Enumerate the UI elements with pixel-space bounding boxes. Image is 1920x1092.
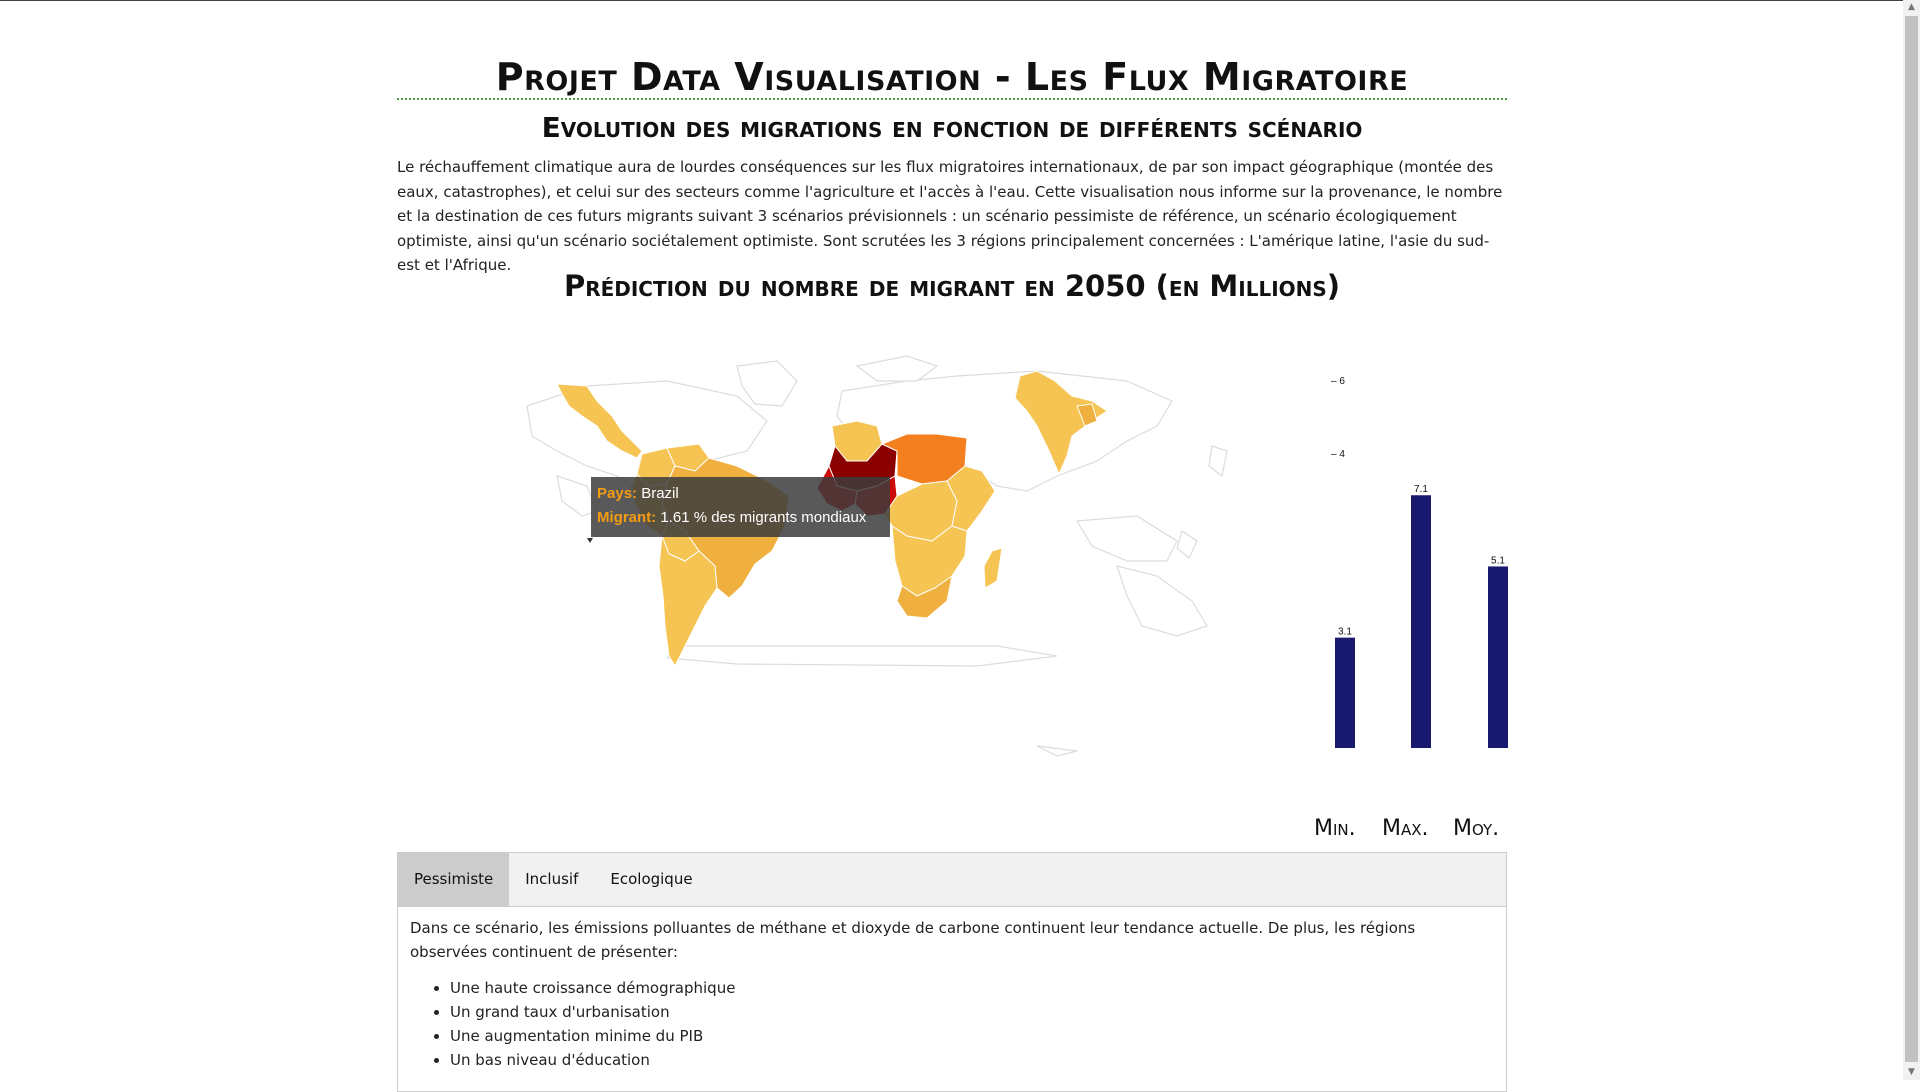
- scrollbar[interactable]: ▲ ▼: [1903, 0, 1920, 1080]
- bar-min[interactable]: [1335, 637, 1355, 748]
- map-region-east-africa[interactable]: [946, 465, 996, 532]
- scenario-bullet-list: Une haute croissance démographique Un gr…: [410, 976, 1494, 1072]
- map-tooltip: Pays: Brazil Migrant: 1.61 % des migrant…: [591, 477, 890, 537]
- scrollbar-thumb[interactable]: [1905, 16, 1918, 1062]
- bar-value-label: 3.1: [1338, 627, 1352, 638]
- list-item: Une haute croissance démographique: [450, 976, 1494, 1000]
- intro-paragraph: Le réchauffement climatique aura de lour…: [397, 158, 1503, 274]
- category-label-moy: Moy.: [1453, 816, 1500, 841]
- map-land-base: [526, 355, 1228, 757]
- bar-chart: – 4 – 6 3.1 7.1 5.1: [1329, 370, 1508, 760]
- bar-moy[interactable]: [1488, 566, 1508, 748]
- tooltip-migrant-key: Migrant:: [597, 509, 657, 526]
- map-region-argentina-chile[interactable]: [658, 535, 718, 668]
- tooltip-country-row: Pays: Brazil: [597, 482, 884, 506]
- tooltip-country-value: Brazil: [641, 485, 679, 502]
- world-map-svg[interactable]: [437, 326, 1317, 806]
- bar-value-label: 5.1: [1491, 555, 1505, 566]
- window-top-border: [0, 0, 1920, 1]
- map-region-mexico-central-america[interactable]: [556, 383, 643, 459]
- bar-category-labels: Min. Max. Moy.: [1307, 812, 1507, 846]
- map-region-south-asia[interactable]: [1014, 370, 1108, 476]
- tooltip-migrant-value: 1.61 % des migrants mondiaux: [660, 509, 867, 526]
- tooltip-pointer: [587, 538, 593, 543]
- map-region-madagascar[interactable]: [983, 547, 1003, 589]
- tooltip-migrant-row: Migrant: 1.61 % des migrants mondiaux: [597, 506, 884, 530]
- tab-ecologique[interactable]: Ecologique: [610, 870, 693, 888]
- list-item: Une augmentation minime du PIB: [450, 1024, 1494, 1048]
- tooltip-country-key: Pays:: [597, 485, 638, 502]
- bar-value-label: 7.1: [1414, 484, 1428, 495]
- scroll-down-icon[interactable]: ▼: [1908, 1067, 1915, 1077]
- bar-chart-svg: – 4 – 6 3.1 7.1 5.1: [1331, 376, 1508, 748]
- world-map[interactable]: Pays: Brazil Migrant: 1.61 % des migrant…: [437, 326, 1317, 806]
- tab-bar: Pessimiste Inclusif Ecologique: [398, 853, 1506, 907]
- map-region-south-africa[interactable]: [896, 574, 953, 619]
- page-title: Projet Data Visualisation - Les Flux Mig…: [495, 55, 1409, 99]
- map-region-bangladesh[interactable]: [1076, 403, 1098, 427]
- tab-pessimiste[interactable]: Pessimiste: [398, 853, 510, 906]
- scroll-up-icon[interactable]: ▲: [1908, 2, 1915, 12]
- page-subtitle: Evolution des migrations en fonction de …: [541, 111, 1363, 144]
- bar-max[interactable]: [1411, 495, 1431, 748]
- scenario-description: Dans ce scénario, les émissions polluant…: [410, 919, 1416, 961]
- y-tick-label: – 4: [1331, 449, 1345, 460]
- list-item: Un bas niveau d'éducation: [450, 1048, 1494, 1072]
- tab-inclusif[interactable]: Inclusif: [525, 870, 579, 888]
- list-item: Un grand taux d'urbanisation: [450, 1000, 1494, 1024]
- category-label-max: Max.: [1382, 816, 1429, 841]
- chart-title: Prédiction du nombre de migrant en 2050 …: [563, 269, 1341, 303]
- y-tick-label: – 6: [1331, 376, 1345, 387]
- title-divider: [397, 98, 1507, 100]
- tab-content: Dans ce scénario, les émissions polluant…: [398, 907, 1506, 1081]
- category-label-min: Min.: [1314, 816, 1356, 841]
- scenario-tabs: Pessimiste Inclusif Ecologique Dans ce s…: [397, 852, 1507, 1092]
